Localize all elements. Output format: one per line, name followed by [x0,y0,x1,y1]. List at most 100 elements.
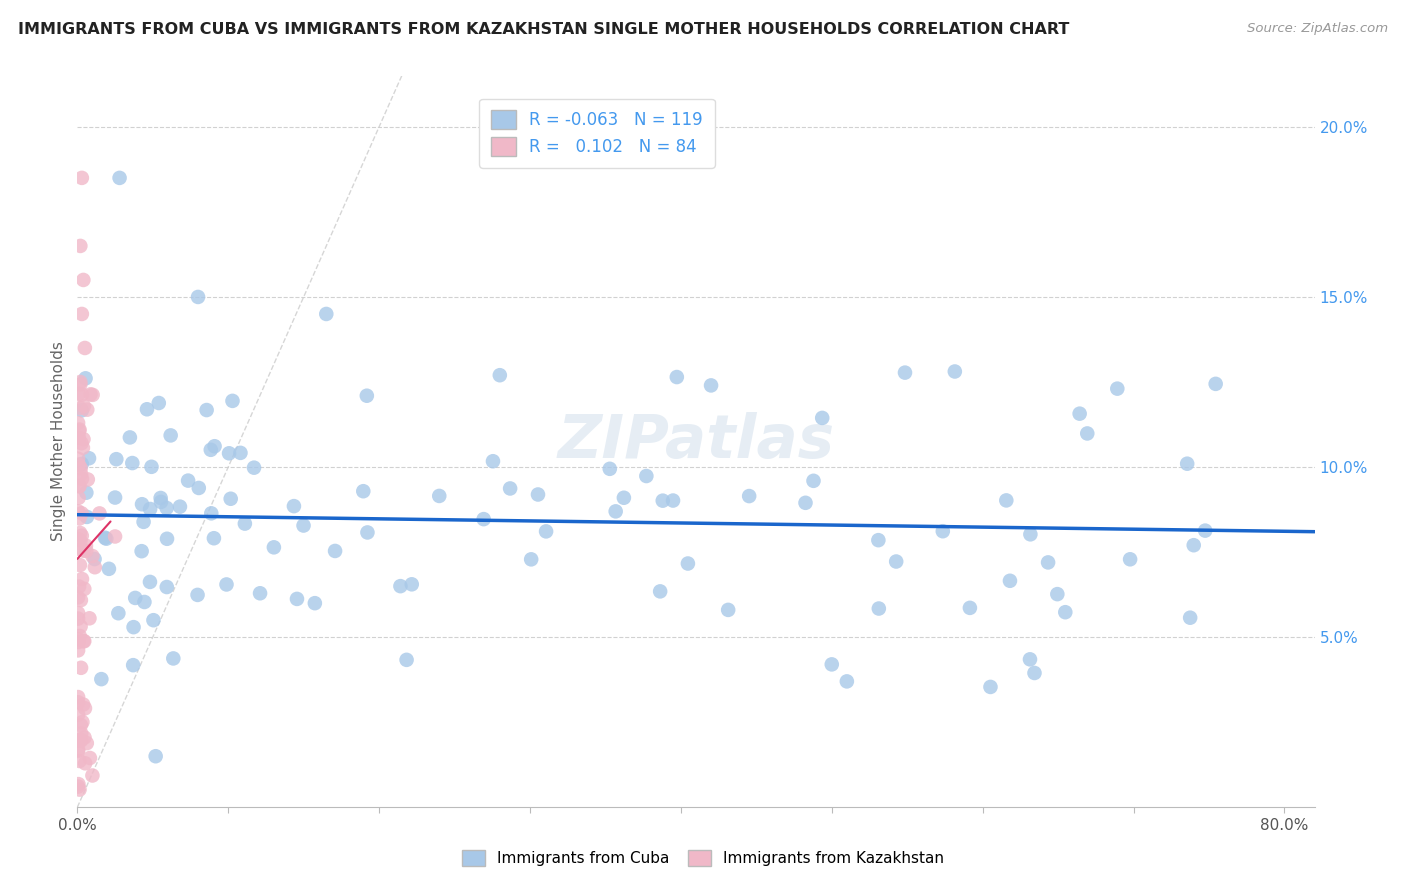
Point [69,461,91,475]
Point [304,596,326,610]
Point [1205,376,1227,391]
Point [1119,552,1142,566]
Point [69,377,91,392]
Point [662,493,685,508]
Point [67,742,90,756]
Point [122,620,145,634]
Point [676,557,699,571]
Point [1182,538,1205,552]
Point [108,170,131,185]
Point [105,452,128,467]
Point [131,497,153,511]
Point [70,593,93,607]
Point [894,366,917,380]
Point [73,634,96,648]
Point [884,555,907,569]
Point [159,428,181,442]
Point [72,698,94,712]
Point [70,506,93,520]
Point [76,736,98,750]
Point [75,371,97,385]
Point [1069,407,1091,421]
Point [139,502,162,516]
Point [139,574,162,589]
Point [70,661,93,675]
Point [67,690,90,704]
Point [142,613,165,627]
Point [605,504,627,518]
Point [69,782,91,797]
Point [932,524,955,539]
Point [1194,524,1216,538]
Point [70,572,93,586]
Point [67,695,90,709]
Point [67,504,90,518]
Point [717,603,740,617]
Point [67,606,90,620]
Point [1175,457,1198,471]
Point [527,487,550,501]
Point [70,387,93,401]
Point [169,500,191,514]
Point [69,239,91,253]
Point [69,533,91,548]
Point [82,388,104,402]
Point [69,479,91,493]
Point [67,424,90,438]
Point [70,467,93,481]
Point [141,459,163,474]
Point [1019,527,1042,541]
Point [69,526,91,541]
Point [868,533,890,548]
Point [121,456,143,470]
Point [67,387,90,401]
Point [90,672,112,686]
Point [96,532,118,546]
Point [76,473,98,487]
Point [389,579,412,593]
Point [69,732,91,747]
Point [69,511,91,525]
Point [177,474,200,488]
Point [83,552,105,566]
Point [67,580,90,594]
Point [998,574,1021,588]
Point [221,393,243,408]
Point [700,378,723,392]
Point [72,441,94,455]
Legend: R = -0.063   N = 119, R =   0.102   N = 84: R = -0.063 N = 119, R = 0.102 N = 84 [479,99,714,168]
Point [1019,652,1042,666]
Point [195,403,218,417]
Point [69,619,91,633]
Point [124,591,146,605]
Point [1046,587,1069,601]
Text: ZIPatlas: ZIPatlas [557,412,835,471]
Point [356,389,378,403]
Legend: Immigrants from Cuba, Immigrants from Kazakhstan: Immigrants from Cuba, Immigrants from Ka… [454,842,952,873]
Point [67,491,90,505]
Point [263,541,285,555]
Point [75,485,97,500]
Point [72,714,94,729]
Point [69,754,91,768]
Point [70,307,93,321]
Point [73,701,96,715]
Point [104,491,127,505]
Point [943,364,966,378]
Point [356,525,378,540]
Point [427,489,450,503]
Text: IMMIGRANTS FROM CUBA VS IMMIGRANTS FROM KAZAKHSTAN SINGLE MOTHER HOUSEHOLDS CORR: IMMIGRANTS FROM CUBA VS IMMIGRANTS FROM … [18,22,1070,37]
Point [82,768,104,782]
Point [488,368,510,383]
Point [534,524,557,539]
Point [67,458,90,472]
Point [243,460,266,475]
Point [79,751,101,765]
Point [187,481,209,495]
Point [70,726,93,740]
Point [162,651,184,665]
Point [67,451,90,466]
Point [75,544,97,558]
Point [613,491,636,505]
Point [70,472,93,486]
